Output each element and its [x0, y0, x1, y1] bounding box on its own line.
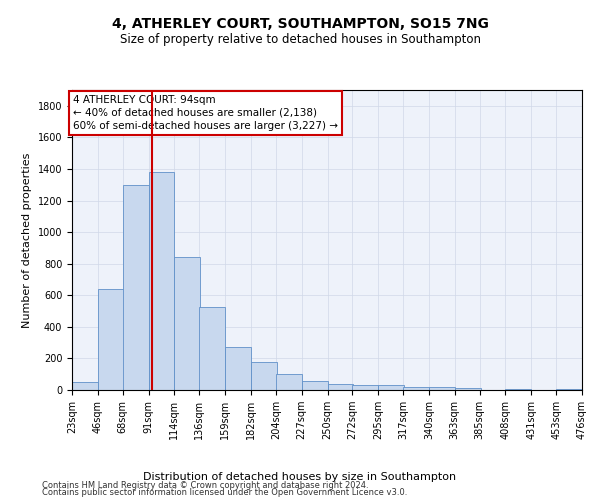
Bar — [225, 348, 251, 390]
Bar — [302, 382, 328, 390]
Text: 4, ATHERLEY COURT, SOUTHAMPTON, SO15 7NG: 4, ATHERLEY COURT, SOUTHAMPTON, SO15 7NG — [112, 18, 488, 32]
Bar — [149, 172, 175, 390]
Bar — [556, 389, 582, 390]
Bar — [455, 388, 481, 390]
Text: 4 ATHERLEY COURT: 94sqm
← 40% of detached houses are smaller (2,138)
60% of semi: 4 ATHERLEY COURT: 94sqm ← 40% of detache… — [73, 94, 338, 131]
Y-axis label: Number of detached properties: Number of detached properties — [22, 152, 32, 328]
Bar — [352, 386, 378, 390]
Text: Contains public sector information licensed under the Open Government Licence v3: Contains public sector information licen… — [42, 488, 407, 497]
Bar — [328, 384, 353, 390]
Bar — [199, 307, 225, 390]
Text: Size of property relative to detached houses in Southampton: Size of property relative to detached ho… — [119, 32, 481, 46]
Bar — [175, 258, 200, 390]
Bar — [378, 386, 404, 390]
Bar — [98, 289, 124, 390]
Bar — [72, 382, 98, 390]
Text: Distribution of detached houses by size in Southampton: Distribution of detached houses by size … — [143, 472, 457, 482]
Bar — [403, 387, 429, 390]
Bar — [251, 362, 277, 390]
Bar — [276, 374, 302, 390]
Bar — [122, 184, 149, 390]
Bar — [505, 389, 532, 390]
Text: Contains HM Land Registry data © Crown copyright and database right 2024.: Contains HM Land Registry data © Crown c… — [42, 480, 368, 490]
Bar — [429, 387, 455, 390]
